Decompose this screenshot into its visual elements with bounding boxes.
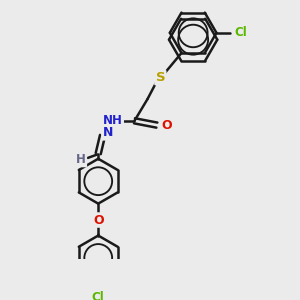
Text: N: N <box>103 126 113 140</box>
Text: S: S <box>155 71 165 84</box>
Text: O: O <box>161 118 172 132</box>
Text: Cl: Cl <box>234 26 247 39</box>
Text: H: H <box>76 153 86 166</box>
Text: Cl: Cl <box>92 291 105 300</box>
Text: O: O <box>93 214 104 226</box>
Text: NH: NH <box>103 114 123 127</box>
